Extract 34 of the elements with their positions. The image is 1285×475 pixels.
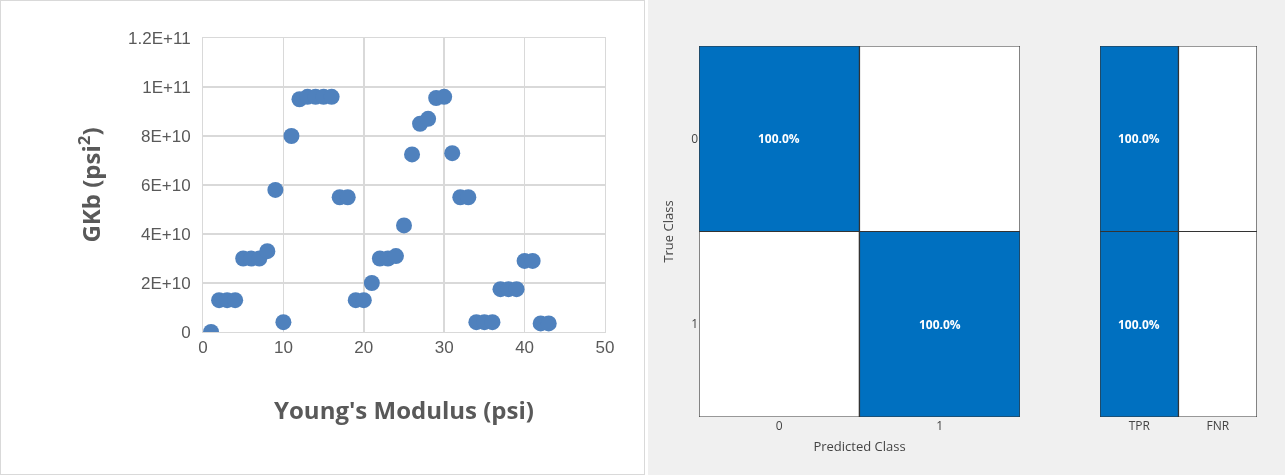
point bbox=[275, 314, 292, 331]
y-tick-label: 1.2E+11 bbox=[128, 28, 191, 48]
data-label: 100.0% bbox=[758, 130, 800, 147]
x-tick-label: 10 bbox=[273, 338, 293, 358]
x-tick-label: 0 bbox=[775, 417, 783, 434]
point bbox=[420, 110, 437, 127]
x-tick-label: 0 bbox=[198, 338, 208, 358]
y-tick-label: 4E+10 bbox=[140, 224, 191, 244]
point bbox=[283, 128, 300, 144]
x-tick-label: 40 bbox=[515, 338, 535, 358]
x-tick-label: 1 bbox=[936, 417, 944, 434]
y-tick-label: 0 bbox=[181, 322, 191, 342]
y-tick-label: 6E+10 bbox=[140, 175, 191, 195]
x-tick-label: TPR bbox=[1128, 417, 1151, 434]
point bbox=[259, 243, 276, 260]
x-tick-label: 20 bbox=[354, 338, 374, 358]
x-axis-title: Young's Modulus (psi) bbox=[274, 392, 534, 426]
data-label: 100.0% bbox=[1118, 130, 1160, 147]
x-tick-label: 30 bbox=[434, 338, 454, 358]
x-axis-title: Predicted Class bbox=[813, 436, 906, 455]
y-axis-title: True Class bbox=[659, 200, 678, 263]
point bbox=[404, 146, 421, 163]
point bbox=[444, 145, 461, 162]
data-label: 100.0% bbox=[919, 316, 961, 333]
point bbox=[363, 275, 380, 291]
point bbox=[387, 248, 404, 265]
point bbox=[267, 181, 284, 198]
y-tick-label: 2E+10 bbox=[140, 273, 191, 293]
y-tick-label: 8E+10 bbox=[140, 126, 191, 146]
y-tick-label: 1E+11 bbox=[142, 77, 191, 97]
x-tick-label: 50 bbox=[595, 338, 615, 358]
x-tick-label: FNR bbox=[1206, 417, 1230, 434]
data-label: 100.0% bbox=[1118, 316, 1160, 333]
point bbox=[396, 217, 412, 234]
